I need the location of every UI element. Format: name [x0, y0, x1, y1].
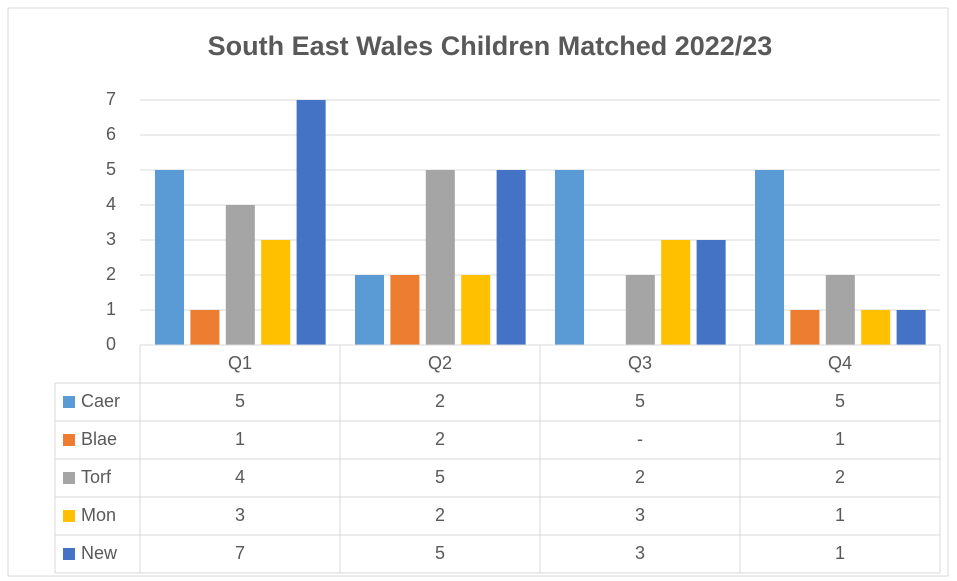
bar [355, 275, 385, 345]
table-cell: - [637, 429, 643, 449]
legend-swatch [63, 396, 75, 408]
legend-label: Torf [81, 467, 112, 487]
table-cell: 2 [435, 391, 445, 411]
table-cell: 3 [235, 505, 245, 525]
y-tick-label: 5 [106, 159, 116, 179]
y-tick-label: 4 [106, 194, 116, 214]
table-cell: 1 [835, 429, 845, 449]
y-tick-label: 1 [106, 299, 116, 319]
bar [790, 310, 820, 345]
bar [461, 275, 491, 345]
bar [261, 240, 291, 345]
legend-label: New [81, 543, 118, 563]
table-cell: 3 [635, 505, 645, 525]
table-cell: 1 [835, 505, 845, 525]
y-tick-label: 7 [106, 89, 116, 109]
x-tick-label: Q2 [428, 353, 452, 373]
y-tick-label: 2 [106, 264, 116, 284]
bar [425, 170, 455, 345]
x-tick-label: Q3 [628, 353, 652, 373]
legend-swatch [63, 510, 75, 522]
x-tick-label: Q4 [828, 353, 852, 373]
table-cell: 5 [835, 391, 845, 411]
bar [155, 170, 185, 345]
table-cell: 1 [835, 543, 845, 563]
bar [825, 275, 855, 345]
bar [755, 170, 785, 345]
legend-label: Mon [81, 505, 116, 525]
table-cell: 5 [635, 391, 645, 411]
y-tick-label: 3 [106, 229, 116, 249]
bar [625, 275, 655, 345]
bar [190, 310, 220, 345]
y-tick-label: 6 [106, 124, 116, 144]
legend-label: Caer [81, 391, 120, 411]
legend-label: Blae [81, 429, 117, 449]
legend-swatch [63, 434, 75, 446]
table-cell: 2 [435, 505, 445, 525]
table-cell: 4 [235, 467, 245, 487]
bar [896, 310, 926, 345]
bar [555, 170, 585, 345]
bar [225, 205, 255, 345]
table-cell: 3 [635, 543, 645, 563]
bar [861, 310, 891, 345]
table-cell: 5 [435, 543, 445, 563]
table-cell: 2 [435, 429, 445, 449]
bar [661, 240, 691, 345]
table-cell: 1 [235, 429, 245, 449]
x-tick-label: Q1 [228, 353, 252, 373]
legend-swatch [63, 472, 75, 484]
table-cell: 2 [635, 467, 645, 487]
chart-title: South East Wales Children Matched 2022/2… [208, 31, 773, 61]
table-cell: 7 [235, 543, 245, 563]
table-cell: 2 [835, 467, 845, 487]
bar [496, 170, 526, 345]
bar [296, 100, 326, 345]
legend-swatch [63, 548, 75, 560]
y-tick-label: 0 [106, 334, 116, 354]
table-cell: 5 [235, 391, 245, 411]
table-cell: 5 [435, 467, 445, 487]
bar [696, 240, 726, 345]
bar [390, 275, 420, 345]
